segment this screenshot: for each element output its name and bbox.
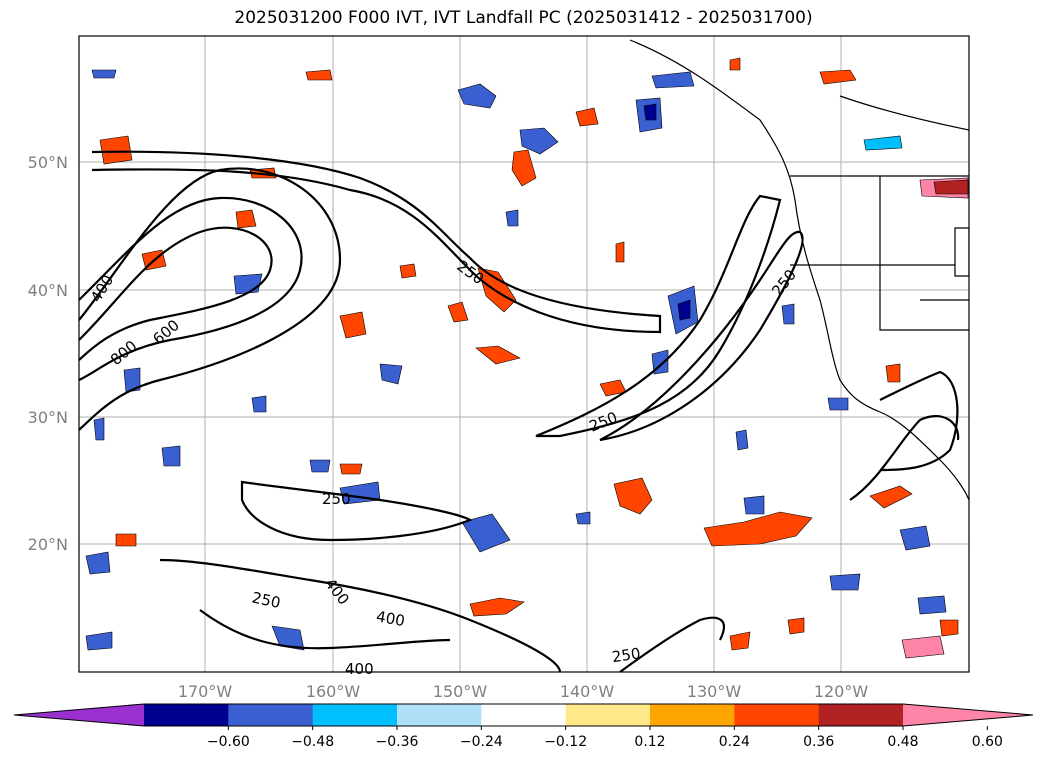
colorbar-outline <box>13 703 1034 727</box>
contour-label: 250 <box>611 644 642 666</box>
map-frame <box>78 35 970 673</box>
colorbar-segment <box>397 704 482 726</box>
colorbar-tick-label: −0.12 <box>544 734 587 750</box>
pc-fill-positive <box>99 57 969 659</box>
coastline <box>629 39 969 501</box>
colorbar-extend-low <box>14 704 144 726</box>
colorbar-tick-label: −0.24 <box>460 734 503 750</box>
map-title: 2025031200 F000 IVT, IVT Landfall PC (20… <box>234 8 813 28</box>
contour-label: 250 <box>250 588 282 612</box>
colorbar-tick-label: −0.36 <box>376 734 419 750</box>
latitude-labels: 50°N 40°N 30°N 20°N <box>28 153 68 554</box>
lat-label-50n: 50°N <box>28 153 68 172</box>
colorbar-segment <box>818 704 904 726</box>
colorbar-segment <box>481 704 567 726</box>
colorbar-segment <box>650 704 735 726</box>
lon-label-130w: 130°W <box>687 682 742 701</box>
colorbar-tick-label: 0.36 <box>803 734 834 750</box>
lat-label-30n: 30°N <box>28 408 68 427</box>
colorbar-tick-label: 0.12 <box>634 734 665 750</box>
lon-label-150w: 150°W <box>433 682 488 701</box>
colorbar-segment <box>565 704 651 726</box>
colorbar-ticks: −0.60 −0.48 −0.36 −0.24 −0.12 0.12 0.24 0.36 0.4… <box>207 726 1003 750</box>
colorbar-segment <box>734 704 820 726</box>
contour-label: 250 <box>322 490 351 508</box>
colorbar-tick-label: −0.48 <box>291 734 334 750</box>
colorbar-extend-high <box>903 704 1033 726</box>
colorbar-tick-label: 0.60 <box>972 734 1003 750</box>
ivt-contours <box>79 150 960 672</box>
longitude-labels: 170°W 160°W 150°W 140°W 130°W 120°W <box>178 682 869 701</box>
pc-fill-negative <box>85 69 947 651</box>
colorbar-segment <box>144 704 229 726</box>
contour-label: 400 <box>345 660 374 678</box>
lon-label-140w: 140°W <box>560 682 615 701</box>
colorbar-segment <box>312 704 398 726</box>
colorbar-tick-label: 0.48 <box>887 734 918 750</box>
lat-label-20n: 20°N <box>28 535 68 554</box>
lat-label-40n: 40°N <box>28 281 68 300</box>
colorbar <box>13 703 1034 727</box>
colorbar-tick-label: −0.60 <box>207 734 250 750</box>
lon-label-170w: 170°W <box>178 682 233 701</box>
colorbar-segment <box>228 704 314 726</box>
lon-label-120w: 120°W <box>814 682 869 701</box>
contour-label: 400 <box>375 607 406 630</box>
lon-label-160w: 160°W <box>306 682 361 701</box>
colorbar-tick-label: 0.24 <box>719 734 750 750</box>
